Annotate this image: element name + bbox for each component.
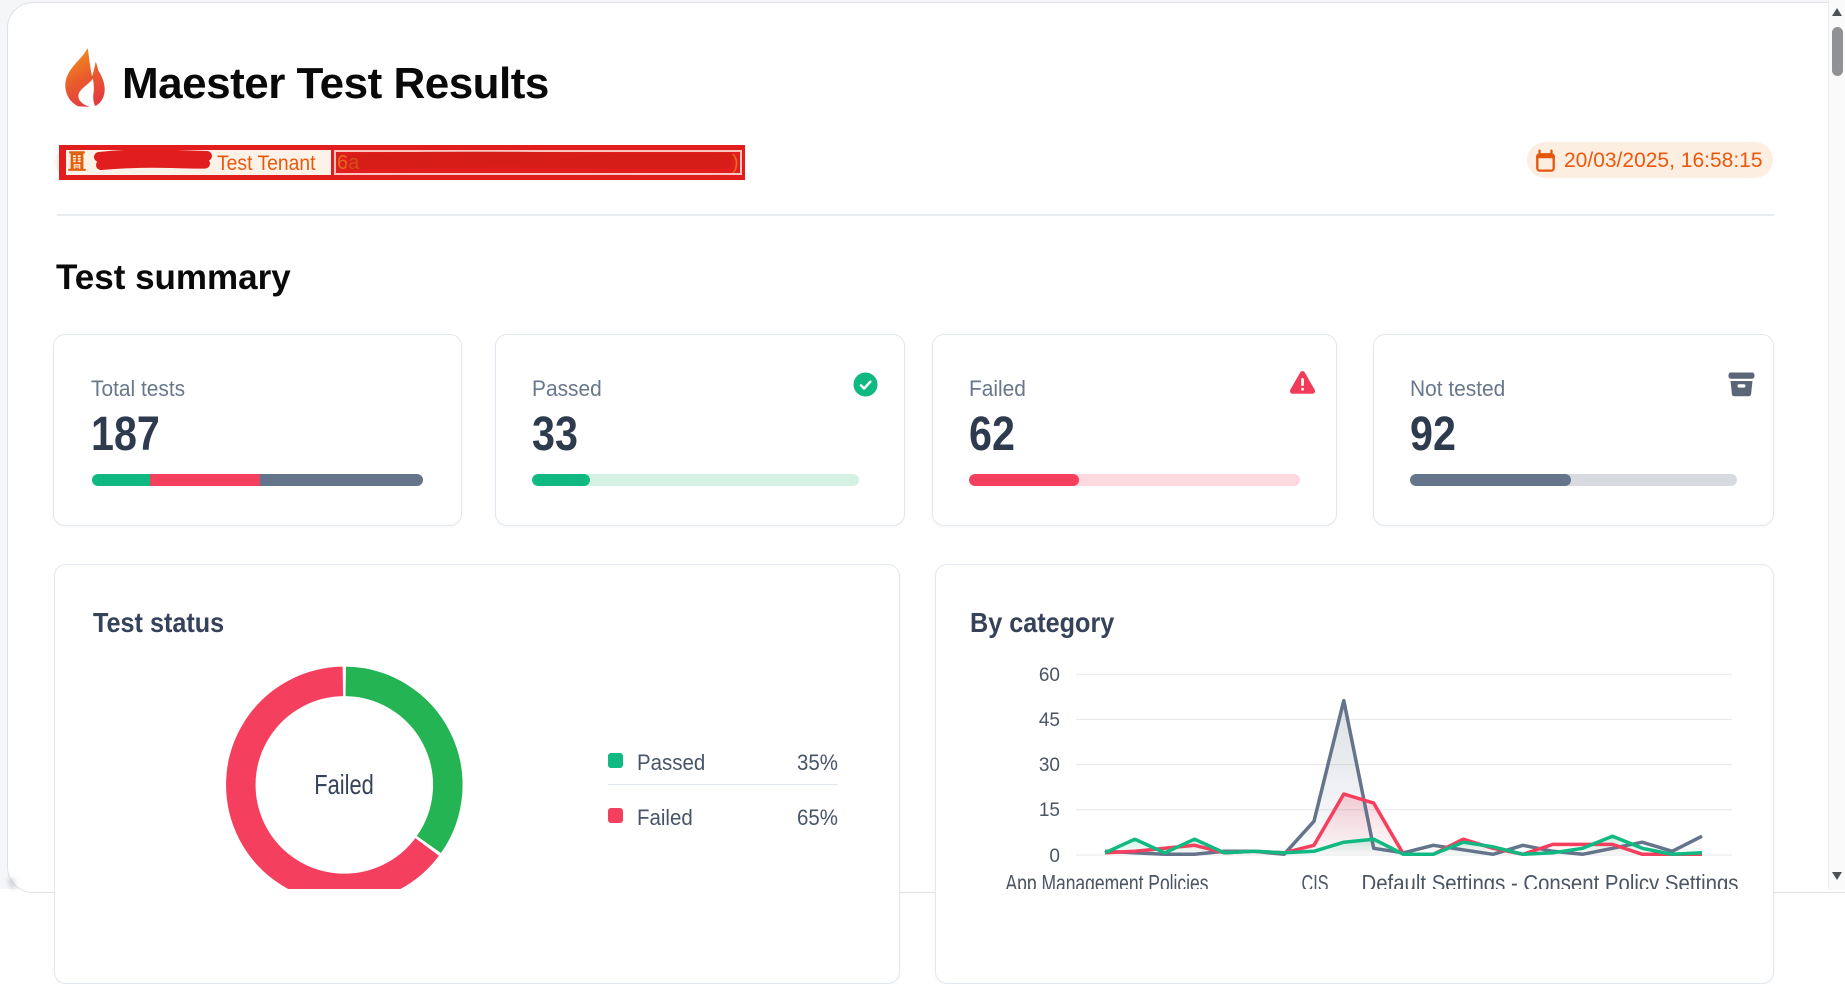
svg-text:30: 30 [1039,755,1060,776]
svg-text:CIS: CIS [1302,870,1329,889]
svg-text:App Management Policies: App Management Policies [1006,870,1209,889]
svg-text:Default Settings - Consent Pol: Default Settings - Consent Policy Settin… [1362,870,1739,889]
svg-text:15: 15 [1039,800,1060,821]
svg-text:45: 45 [1039,710,1060,731]
svg-text:0: 0 [1049,846,1060,867]
svg-text:60: 60 [1039,665,1060,686]
